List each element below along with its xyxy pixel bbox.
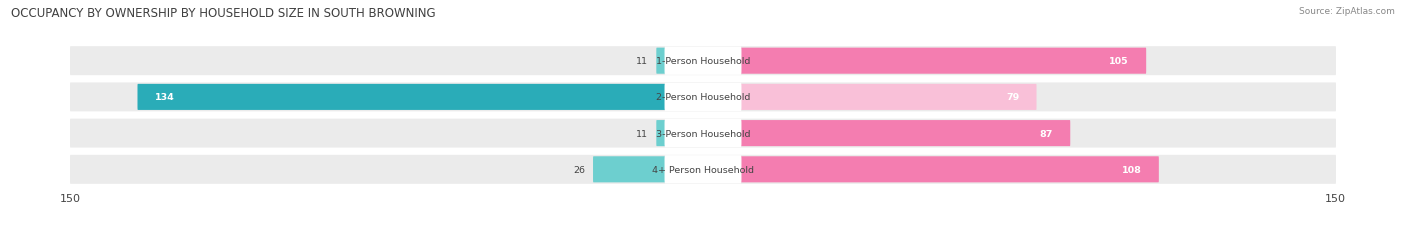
Text: 4+ Person Household: 4+ Person Household bbox=[652, 165, 754, 174]
FancyBboxPatch shape bbox=[703, 121, 1070, 146]
Text: 105: 105 bbox=[1109, 57, 1129, 66]
FancyBboxPatch shape bbox=[703, 85, 1036, 110]
FancyBboxPatch shape bbox=[665, 47, 741, 76]
FancyBboxPatch shape bbox=[665, 119, 741, 148]
FancyBboxPatch shape bbox=[138, 85, 703, 110]
Text: 108: 108 bbox=[1122, 165, 1142, 174]
FancyBboxPatch shape bbox=[593, 157, 703, 182]
Text: 2-Person Household: 2-Person Household bbox=[655, 93, 751, 102]
FancyBboxPatch shape bbox=[657, 121, 703, 146]
FancyBboxPatch shape bbox=[665, 83, 741, 112]
FancyBboxPatch shape bbox=[657, 49, 703, 74]
Text: 3-Person Household: 3-Person Household bbox=[655, 129, 751, 138]
FancyBboxPatch shape bbox=[70, 83, 1336, 112]
FancyBboxPatch shape bbox=[703, 49, 1146, 74]
FancyBboxPatch shape bbox=[70, 119, 1336, 148]
Text: OCCUPANCY BY OWNERSHIP BY HOUSEHOLD SIZE IN SOUTH BROWNING: OCCUPANCY BY OWNERSHIP BY HOUSEHOLD SIZE… bbox=[11, 7, 436, 20]
FancyBboxPatch shape bbox=[70, 47, 1336, 76]
Text: 79: 79 bbox=[1007, 93, 1019, 102]
Text: 87: 87 bbox=[1039, 129, 1053, 138]
Text: 1-Person Household: 1-Person Household bbox=[655, 57, 751, 66]
Text: 26: 26 bbox=[572, 165, 585, 174]
FancyBboxPatch shape bbox=[703, 157, 1159, 182]
Text: 11: 11 bbox=[636, 129, 648, 138]
Text: Source: ZipAtlas.com: Source: ZipAtlas.com bbox=[1299, 7, 1395, 16]
Text: 134: 134 bbox=[155, 93, 174, 102]
FancyBboxPatch shape bbox=[70, 155, 1336, 184]
FancyBboxPatch shape bbox=[665, 155, 741, 184]
Text: 11: 11 bbox=[636, 57, 648, 66]
